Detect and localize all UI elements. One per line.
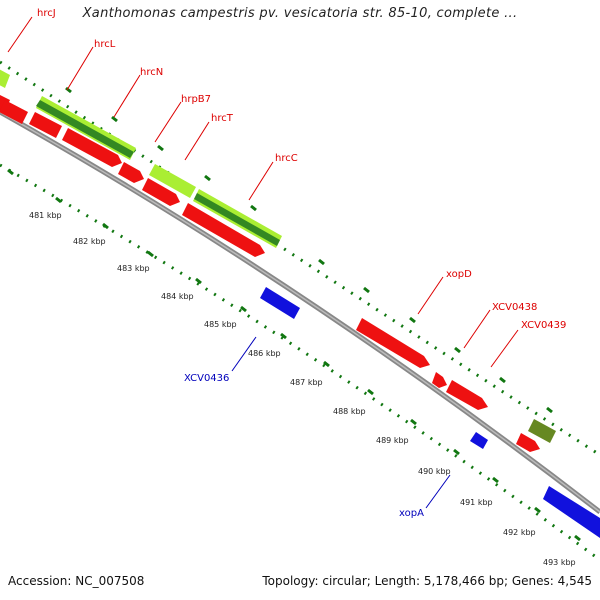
forward-gene[interactable] <box>142 178 180 206</box>
gene-label-xopD: xopD <box>446 269 472 280</box>
kbp-label: 491 kbp <box>460 498 493 507</box>
gene-block-hrcC-dark[interactable] <box>194 193 280 246</box>
accession-text: Accession: NC_007508 <box>8 574 145 588</box>
reverse-gene[interactable] <box>470 432 488 449</box>
gene-label-XCV0436: XCV0436 <box>184 373 229 384</box>
forward-gene-track[interactable] <box>0 93 540 452</box>
kbp-label: 484 kbp <box>161 292 194 301</box>
forward-gene-small[interactable] <box>432 372 447 388</box>
gene-callout-lines <box>7 16 519 509</box>
gene-label-hrcL: hrcL <box>94 39 116 50</box>
inner-track-ticks <box>7 168 581 542</box>
forward-gene-xopD[interactable] <box>356 318 430 368</box>
forward-gene[interactable] <box>29 112 62 138</box>
kbp-label: 485 kbp <box>204 320 237 329</box>
green-feature-track[interactable] <box>0 67 556 443</box>
gene-labels: hrcJ hrcL hrcN hrpB7 hrcT hrcC xopD XCV0… <box>37 8 566 519</box>
gene-label-xopA: xopA <box>399 508 424 519</box>
kbp-label: 482 kbp <box>73 237 106 246</box>
kbp-label: 483 kbp <box>117 264 150 273</box>
forward-gene[interactable] <box>118 162 144 183</box>
gene-label-hrcJ: hrcJ <box>37 8 56 19</box>
forward-gene-XCV0438[interactable] <box>446 380 488 410</box>
kbp-label: 493 kbp <box>543 558 576 567</box>
kbp-scale-labels: 481 kbp 482 kbp 483 kbp 484 kbp 485 kbp … <box>29 211 576 567</box>
gene-label-hrcC: hrcC <box>275 153 298 164</box>
gene-block-hrcJ[interactable] <box>0 67 10 88</box>
kbp-label: 492 kbp <box>503 528 536 537</box>
kbp-label: 481 kbp <box>29 211 62 220</box>
outer-track-ticks <box>65 86 553 414</box>
kbp-label: 490 kbp <box>418 467 451 476</box>
gene-label-XCV0438: XCV0438 <box>492 302 537 313</box>
genome-summary-text: Topology: circular; Length: 5,178,466 bp… <box>262 574 592 588</box>
map-title: Xanthomonas campestris pv. vesicatoria s… <box>82 6 518 21</box>
gene-label-hrcN: hrcN <box>140 67 163 78</box>
kbp-label: 489 kbp <box>376 436 409 445</box>
forward-gene-XCV0439[interactable] <box>516 433 540 452</box>
forward-gene[interactable] <box>182 203 265 257</box>
inner-dotted-track <box>0 163 600 562</box>
kbp-label: 486 kbp <box>248 349 281 358</box>
gene-block-hrcL-dark[interactable] <box>36 100 134 158</box>
reverse-gene-track[interactable] <box>260 287 600 538</box>
gene-label-XCV0439: XCV0439 <box>521 320 566 331</box>
gene-label-hrcT: hrcT <box>211 113 234 124</box>
forward-gene[interactable] <box>62 128 122 167</box>
gene-block-olive[interactable] <box>528 419 556 443</box>
forward-gene[interactable] <box>0 100 28 124</box>
kbp-label: 488 kbp <box>333 407 366 416</box>
outer-dotted-track <box>0 60 600 457</box>
gene-label-hrpB7: hrpB7 <box>181 94 211 105</box>
reverse-gene-XCV0436[interactable] <box>260 287 300 319</box>
reverse-gene-xopA[interactable] <box>543 486 600 538</box>
gene-block-hrpB7[interactable] <box>149 164 196 198</box>
kbp-label: 487 kbp <box>290 378 323 387</box>
